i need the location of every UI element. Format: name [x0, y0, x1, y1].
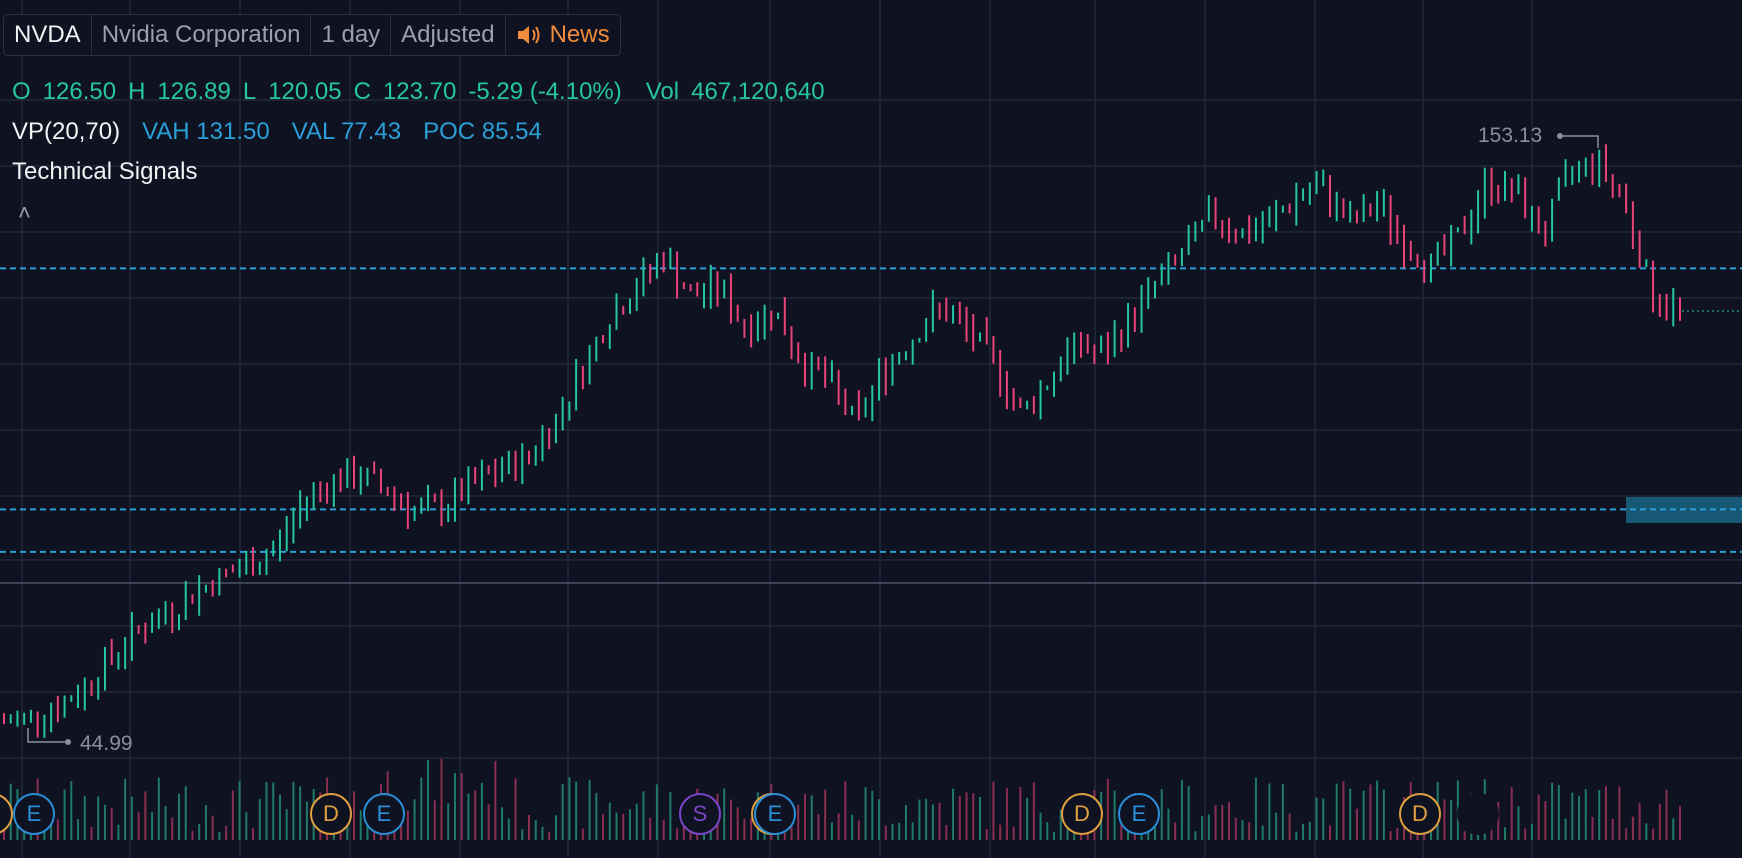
volume-profile-legend[interactable]: VP(20,70) VAH 131.50 VAL 77.43 POC 85.54: [12, 118, 542, 146]
close-label: C: [353, 78, 371, 105]
event-marker-dividend[interactable]: D: [310, 793, 352, 835]
low-value: 120.05: [268, 78, 342, 105]
event-marker-earnings[interactable]: E: [363, 793, 405, 835]
low-annotation: 44.99: [80, 732, 133, 755]
high-label: H: [128, 78, 146, 105]
event-marker-split[interactable]: S: [679, 793, 721, 835]
val-value: VAL 77.43: [291, 118, 402, 145]
change-value: -5.29 (-4.10%): [468, 78, 622, 105]
news-label: News: [549, 21, 610, 48]
high-annotation-dot: [1557, 133, 1563, 139]
technical-signals-label[interactable]: Technical Signals: [12, 158, 198, 185]
vah-value: VAH 131.50: [142, 118, 270, 145]
high-value: 126.89: [157, 78, 231, 105]
event-marker-dividend[interactable]: D: [1061, 793, 1103, 835]
high-annotation-leader: [1560, 135, 1599, 148]
open-value: 126.50: [42, 78, 117, 105]
collapse-caret-icon[interactable]: ˄: [18, 200, 31, 225]
adjustment-button[interactable]: Adjusted: [391, 15, 506, 55]
volume-label: Vol: [645, 78, 680, 105]
event-marker-earnings[interactable]: E: [13, 793, 55, 835]
event-marker-split[interactable]: [1457, 793, 1499, 835]
volume-value: 467,120,640: [691, 78, 825, 105]
event-marker-earnings[interactable]: E: [754, 793, 796, 835]
low-annotation-dot: [65, 739, 71, 745]
poc-value: POC 85.54: [423, 118, 542, 145]
vp-title: VP(20,70): [12, 118, 121, 145]
speaker-icon: [517, 26, 540, 44]
news-button[interactable]: News: [506, 15, 620, 55]
open-label: O: [12, 78, 31, 105]
chart-toolbar: NVDA Nvidia Corporation 1 day Adjusted N…: [3, 14, 621, 56]
close-value: 123.70: [382, 78, 457, 105]
ohlc-legend: O 126.50 H 126.89 L 120.05 C 123.70 -5.2…: [12, 78, 825, 106]
interval-button[interactable]: 1 day: [311, 15, 392, 55]
low-label: L: [242, 78, 257, 105]
symbol-button[interactable]: NVDA: [4, 15, 92, 55]
company-name[interactable]: Nvidia Corporation: [92, 15, 312, 55]
low-annotation-leader: [27, 728, 68, 743]
high-annotation: 153.13: [1478, 124, 1543, 147]
event-marker-earnings[interactable]: E: [1118, 793, 1160, 835]
event-marker-dividend[interactable]: D: [1399, 793, 1441, 835]
